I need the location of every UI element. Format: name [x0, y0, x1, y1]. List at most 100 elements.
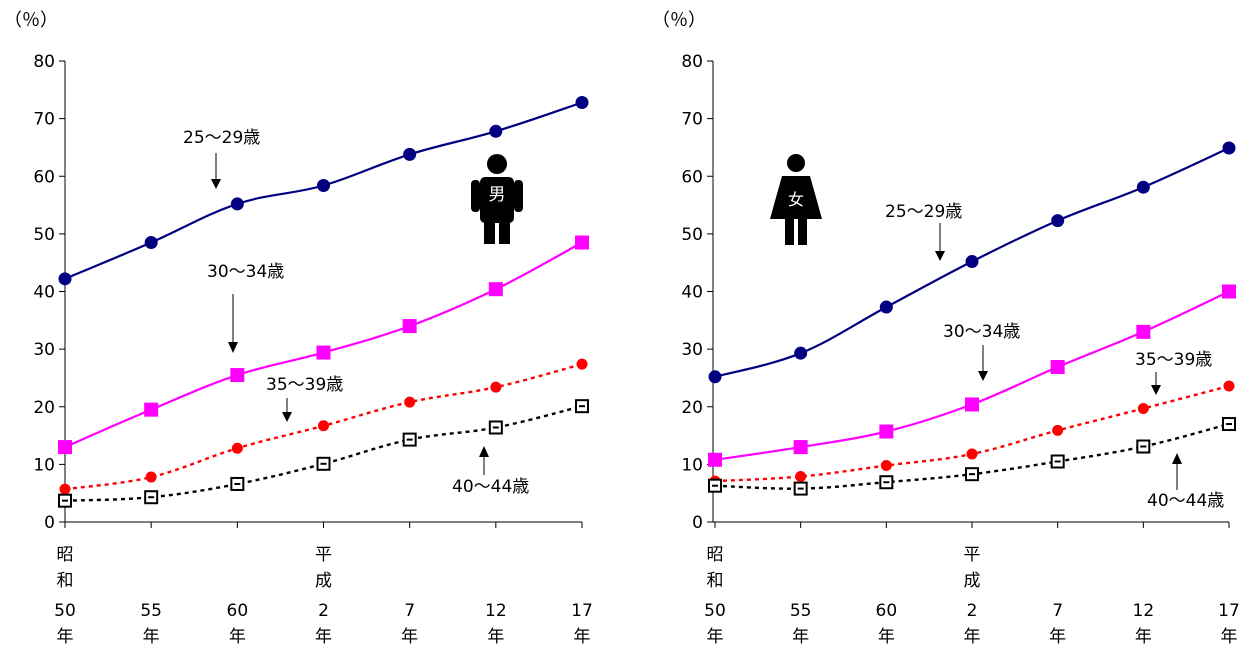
x-suffix-label: 年	[1135, 627, 1152, 647]
y-tick-label: 0	[692, 513, 703, 533]
y-tick-label: 0	[44, 513, 55, 533]
y-tick-label: 50	[681, 225, 703, 245]
data-point	[144, 236, 158, 250]
data-point	[575, 95, 589, 109]
y-tick-label: 70	[681, 110, 703, 130]
data-point	[1137, 402, 1149, 414]
annotation-label: 40～44歳	[452, 477, 529, 497]
series-layer	[58, 95, 589, 508]
x-suffix-label: 年	[792, 627, 809, 647]
data-point	[316, 345, 331, 360]
y-axis: 0 10 20 30 40 50 60 70 80	[33, 52, 582, 533]
y-tick-label: 20	[681, 398, 703, 418]
data-point	[59, 483, 71, 495]
x-axis-labels: 昭和 50 年 55 年 60 年 平成 2 年 7 年 12 年 17 年	[704, 522, 1240, 647]
data-point	[1136, 324, 1151, 339]
x-year-label: 55	[790, 601, 812, 621]
x-era-label: 成	[315, 571, 332, 591]
data-point	[965, 397, 979, 412]
data-point	[1223, 380, 1235, 392]
annotation-25-29: 25～29歳	[885, 202, 962, 261]
x-suffix-label: 年	[401, 627, 418, 647]
data-point	[708, 370, 722, 384]
x-era-label: 和	[707, 571, 724, 591]
data-point	[795, 470, 807, 482]
x-era-label: 昭	[57, 545, 74, 565]
annotation-40-44: 40～44歳	[452, 446, 529, 497]
series	[709, 380, 1235, 487]
female-chart: （％） 0 10 20 30 40 50 60 70 80 昭和 50 年 55 年 60 年 平成 2 年 7 年 1…	[652, 10, 1240, 647]
annotation-40-44: 40～44歳	[1147, 453, 1224, 511]
x-year-label: 2	[318, 601, 329, 621]
y-tick-label: 50	[33, 225, 55, 245]
x-suffix-label: 年	[315, 627, 332, 647]
data-point	[879, 424, 894, 439]
annotation-25-29: 25～29歳	[183, 128, 260, 189]
male-person-icon: 男	[471, 154, 523, 244]
data-point	[230, 368, 245, 383]
x-year-label: 12	[485, 601, 507, 621]
x-year-label: 50	[54, 601, 76, 621]
x-year-label: 17	[571, 601, 593, 621]
y-tick-label: 80	[33, 52, 55, 72]
x-suffix-label: 年	[878, 627, 895, 647]
y-tick-label: 10	[33, 455, 55, 475]
x-suffix-label: 年	[964, 627, 981, 647]
x-year-label: 7	[404, 601, 415, 621]
x-suffix-label: 年	[1221, 627, 1238, 647]
data-point	[1052, 424, 1064, 436]
y-tick-label: 70	[33, 110, 55, 130]
data-point	[318, 420, 329, 432]
y-tick-label: 20	[33, 398, 55, 418]
x-year-label: 7	[1052, 601, 1063, 621]
x-year-label: 50	[704, 601, 726, 621]
x-suffix-label: 年	[574, 627, 591, 647]
annotation-label: 40～44歳	[1147, 491, 1224, 511]
annotation-label: 35～39歳	[1135, 350, 1212, 370]
x-axis-labels: 昭和 50 年 55 年 60 年 平成 2 年 7 年 12 年 17 年	[54, 522, 593, 647]
data-point	[489, 124, 503, 138]
annotation-30-34: 30～34歳	[207, 262, 284, 353]
data-point	[403, 147, 417, 161]
data-point	[402, 319, 417, 334]
x-suffix-label: 年	[57, 627, 74, 647]
series-line	[714, 290, 1230, 461]
male-chart: （％） 0 10 20 30 40 50 60 70 80 昭和 50 年 55 年 60 年 平成 2 年 7 年 1…	[4, 10, 593, 647]
x-suffix-label: 年	[229, 627, 246, 647]
y-tick-label: 40	[681, 283, 703, 303]
data-point	[58, 272, 72, 286]
x-year-label: 12	[1133, 601, 1155, 621]
x-suffix-label: 年	[143, 627, 160, 647]
x-year-label: 60	[227, 601, 249, 621]
x-suffix-label: 年	[707, 627, 724, 647]
x-era-label: 成	[964, 571, 981, 591]
data-point	[880, 460, 892, 472]
data-point	[965, 255, 979, 269]
x-suffix-label: 年	[1049, 627, 1066, 647]
x-year-label: 2	[967, 601, 978, 621]
y-tick-label: 60	[33, 167, 55, 187]
data-point	[708, 452, 722, 467]
annotation-35-39: 35～39歳	[1135, 350, 1212, 395]
annotation-35-39: 35～39歳	[266, 375, 343, 422]
annotation-label: 30～34歳	[207, 262, 284, 282]
series	[708, 284, 1236, 467]
unit-label: （％）	[4, 10, 58, 31]
series	[708, 141, 1236, 384]
annotation-label: 30～34歳	[943, 322, 1020, 342]
annotation-30-34: 30～34歳	[943, 322, 1020, 381]
y-tick-label: 40	[33, 283, 55, 303]
y-axis: 0 10 20 30 40 50 60 70 80	[681, 52, 1229, 533]
data-point	[879, 300, 893, 314]
data-point	[1222, 141, 1236, 155]
data-point	[576, 358, 588, 370]
x-year-label: 60	[876, 601, 898, 621]
series	[708, 417, 1236, 496]
x-era-label: 昭	[707, 545, 724, 565]
x-era-label: 平	[964, 545, 981, 565]
y-tick-label: 60	[681, 167, 703, 187]
data-point	[58, 440, 72, 455]
data-point	[488, 282, 503, 297]
series	[58, 235, 589, 455]
